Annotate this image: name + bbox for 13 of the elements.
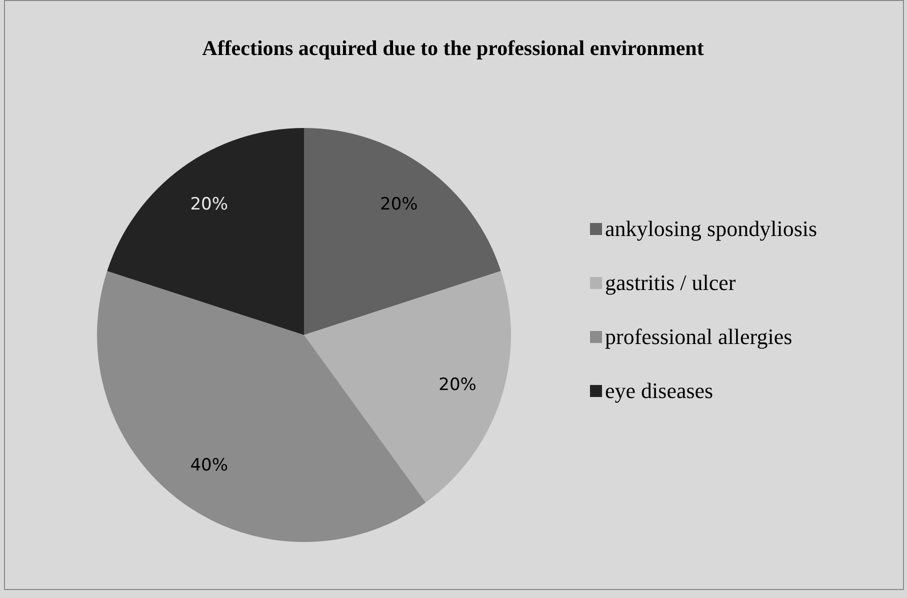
pie-slice [107,128,304,335]
legend-label: professional allergies [605,323,792,351]
legend-label: ankylosing spondyliosis [605,215,818,243]
data-label: 20% [190,194,228,214]
data-label: 40% [190,456,228,476]
pie-slice [304,271,511,502]
data-label: 20% [380,194,418,214]
pie-slice [304,128,501,335]
legend-label: eye diseases [605,377,714,405]
legend-label: gastritis / ulcer [605,269,736,297]
chart-title: Affections acquired due to the professional environment [202,36,704,60]
pie-slice [97,271,426,542]
data-label: 20% [438,374,476,395]
